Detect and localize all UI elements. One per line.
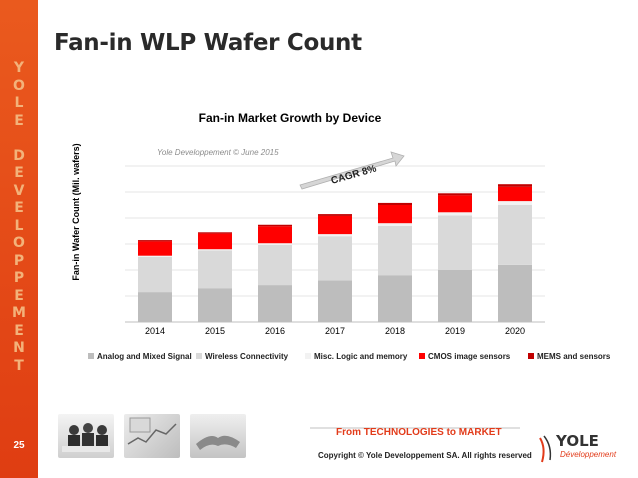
bar-segment-2 bbox=[378, 225, 412, 276]
cagr-arrow bbox=[299, 151, 405, 190]
sidebar-letter: E bbox=[14, 200, 24, 216]
sidebar-letter: L bbox=[14, 217, 24, 234]
bar-segment-1 bbox=[138, 292, 172, 322]
sidebar-letter: D bbox=[13, 147, 25, 164]
bar-segment-1 bbox=[438, 270, 472, 322]
legend-swatch bbox=[305, 353, 311, 359]
bar-segment-1 bbox=[378, 275, 412, 322]
sidebar-letter: V bbox=[13, 182, 25, 199]
bar-segment-3 bbox=[438, 212, 472, 216]
footer-photos bbox=[58, 414, 246, 458]
sidebar-letter: O bbox=[13, 235, 25, 251]
sidebar-letter: T bbox=[14, 357, 24, 374]
legend-swatch bbox=[528, 353, 534, 359]
calculator-chart-photo bbox=[124, 414, 180, 458]
legend-label: Wireless Connectivity bbox=[205, 352, 289, 361]
sidebar-letter: E bbox=[14, 287, 24, 304]
bar-segment-4 bbox=[138, 241, 172, 256]
x-tick-label: 2014 bbox=[145, 326, 165, 336]
bar-segment-2 bbox=[498, 205, 532, 265]
handshake-photo bbox=[190, 414, 246, 458]
stacked-bar-chart: Fan-in Market Growth by Device Yole Deve… bbox=[71, 111, 611, 361]
footer-divider bbox=[310, 427, 520, 429]
bar-segment-4 bbox=[498, 186, 532, 202]
bar-segment-5 bbox=[378, 202, 412, 205]
legend-swatch bbox=[196, 353, 202, 359]
x-tick-labels: 2014 2015 2016 2017 2018 2019 2020 bbox=[145, 326, 525, 336]
bar-segment-1 bbox=[258, 285, 292, 322]
legend-swatch bbox=[88, 353, 94, 359]
sidebar-letter: E bbox=[14, 322, 24, 339]
sidebar-letter: L bbox=[14, 95, 24, 111]
bars bbox=[138, 184, 532, 322]
bar-segment-3 bbox=[138, 255, 172, 257]
page-number: 25 bbox=[13, 440, 25, 451]
legend-swatch bbox=[419, 353, 425, 359]
cagr-label: CAGR 8% bbox=[330, 163, 378, 186]
yole-logo: YOLE Développement bbox=[539, 432, 617, 463]
chart-title: Fan-in Market Growth by Device bbox=[199, 111, 382, 125]
sidebar-letter: P bbox=[13, 270, 25, 286]
legend-label: Misc. Logic and memory bbox=[314, 352, 408, 361]
bar-segment-3 bbox=[378, 223, 412, 226]
chart-watermark: Yole Developpement © June 2015 bbox=[157, 148, 279, 157]
x-tick-label: 2019 bbox=[445, 326, 465, 336]
logo-subtitle: Développement bbox=[560, 450, 617, 459]
legend: Analog and Mixed Signal Wireless Connecti… bbox=[88, 352, 611, 361]
business-people-photo bbox=[58, 414, 114, 458]
bar-segment-1 bbox=[318, 280, 352, 322]
bar-segment-2 bbox=[318, 236, 352, 281]
bar-segment-4 bbox=[438, 195, 472, 213]
bar-segment-4 bbox=[318, 215, 352, 235]
sidebar-letter: O bbox=[13, 77, 25, 94]
cagr-annotation: CAGR 8% bbox=[299, 151, 405, 190]
legend-label: MEMS and sensors bbox=[537, 352, 611, 361]
bar-segment-5 bbox=[318, 214, 352, 216]
bar-segment-1 bbox=[198, 288, 232, 322]
footer-tagline: From TECHNOLOGIES to MARKET bbox=[336, 427, 502, 438]
bar-segment-5 bbox=[198, 232, 232, 234]
y-axis-label: Fan-in Wafer Count (Mil. wafers) bbox=[71, 143, 81, 280]
bar-segment-2 bbox=[438, 215, 472, 270]
bar-segment-4 bbox=[258, 226, 292, 244]
bar-segment-2 bbox=[138, 257, 172, 293]
slide-title: Fan-in WLP Wafer Count bbox=[54, 30, 362, 56]
bar-segment-1 bbox=[498, 264, 532, 322]
sidebar-letter: P bbox=[13, 252, 25, 269]
bar-segment-5 bbox=[258, 224, 292, 227]
sidebar-letter: E bbox=[14, 165, 24, 181]
x-tick-label: 2017 bbox=[325, 326, 345, 336]
x-tick-label: 2020 bbox=[505, 326, 525, 336]
sidebar-letter: Y bbox=[13, 60, 25, 76]
bar-segment-3 bbox=[498, 201, 532, 205]
bar-segment-3 bbox=[318, 234, 352, 237]
sidebar-letter: M bbox=[12, 305, 26, 321]
x-tick-label: 2018 bbox=[385, 326, 405, 336]
x-tick-label: 2016 bbox=[265, 326, 285, 336]
bar-segment-2 bbox=[198, 250, 232, 289]
bar-segment-5 bbox=[138, 240, 172, 242]
copyright-text: Copyright © Yole Developpement SA. All r… bbox=[318, 451, 532, 460]
bar-segment-3 bbox=[198, 249, 232, 251]
bar-segment-3 bbox=[258, 243, 292, 245]
sidebar-letter: E bbox=[14, 112, 24, 129]
bar-segment-4 bbox=[198, 233, 232, 250]
bar-segment-4 bbox=[378, 205, 412, 224]
legend-label: CMOS image sensors bbox=[428, 352, 511, 361]
x-tick-label: 2015 bbox=[205, 326, 225, 336]
legend-label: Analog and Mixed Signal bbox=[97, 352, 192, 361]
sidebar-letter: N bbox=[13, 340, 25, 356]
logo-name: YOLE bbox=[555, 432, 599, 450]
bar-segment-2 bbox=[258, 244, 292, 286]
bar-segment-5 bbox=[438, 193, 472, 196]
bar-segment-5 bbox=[498, 184, 532, 187]
